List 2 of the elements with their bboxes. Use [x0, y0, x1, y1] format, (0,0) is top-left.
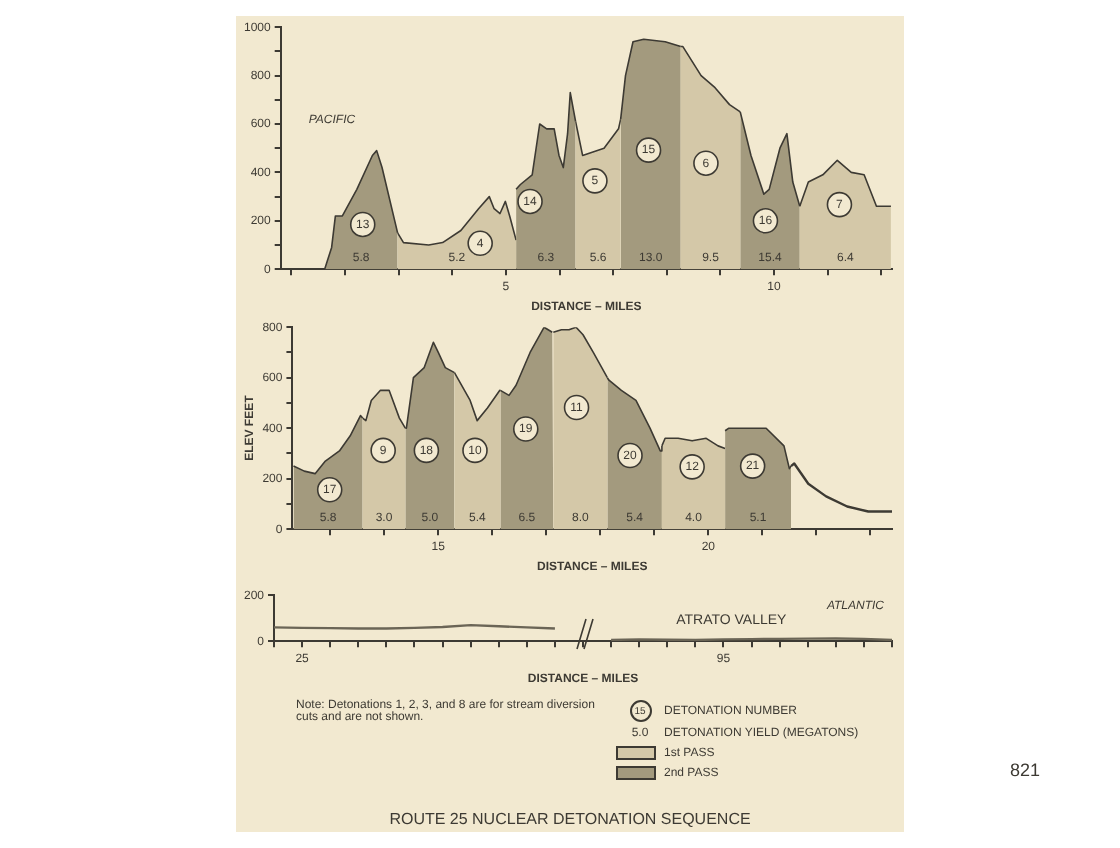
text: 821 — [1010, 760, 1041, 780]
text: ROUTE 25 NUCLEAR DETONATION SEQUENCE — [387, 810, 753, 828]
